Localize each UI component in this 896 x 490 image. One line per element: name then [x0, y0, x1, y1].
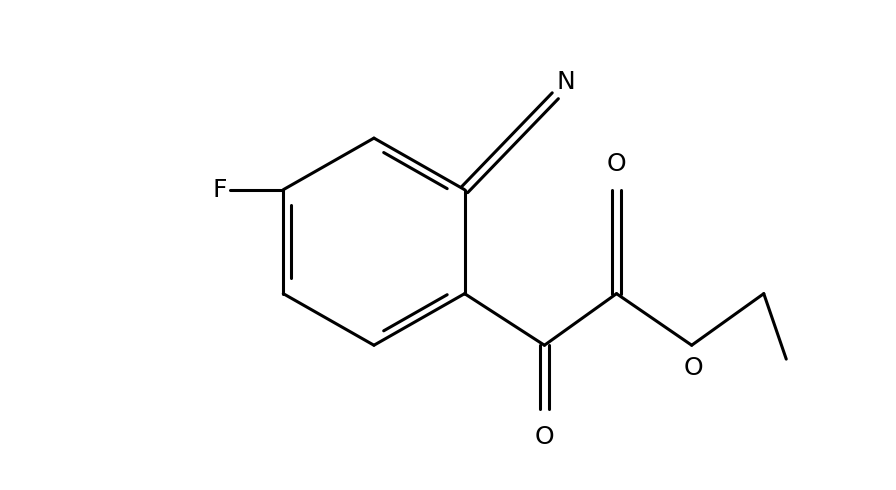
Text: O: O	[535, 424, 555, 448]
Text: O: O	[684, 356, 703, 380]
Text: O: O	[607, 152, 626, 176]
Text: F: F	[212, 178, 227, 202]
Text: N: N	[556, 70, 575, 94]
